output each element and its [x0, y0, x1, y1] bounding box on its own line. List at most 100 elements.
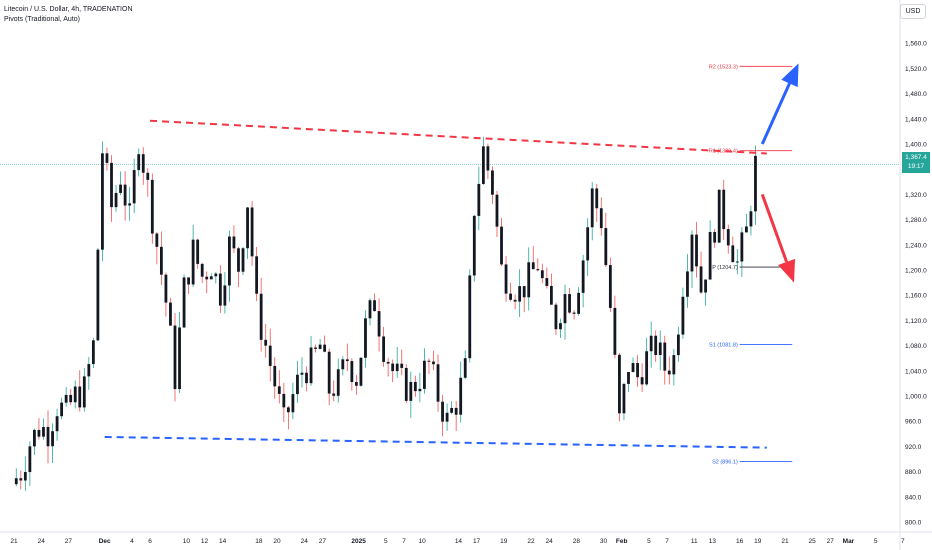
- candle-body: [522, 286, 526, 298]
- price-tick-label: 1,280.0: [905, 217, 927, 224]
- candle-body: [23, 472, 27, 481]
- support-trendline: [104, 435, 767, 449]
- candle-body: [173, 325, 177, 390]
- pivot-label-s2: S2 (896.1): [712, 459, 738, 465]
- candle-body: [608, 265, 612, 308]
- time-tick-label: 16: [736, 538, 744, 545]
- candle-body: [368, 300, 372, 319]
- time-tick-label: 20: [273, 538, 281, 545]
- last-price-tag: 1,367.4 19:17: [902, 152, 930, 173]
- bearish-arrow-shaft: [760, 193, 788, 263]
- candle-body: [214, 273, 218, 277]
- bearish-arrow-head: [778, 258, 796, 283]
- candle-body: [559, 323, 562, 330]
- candle-body: [282, 393, 286, 408]
- candle-body: [590, 188, 594, 228]
- candle-body: [155, 233, 159, 247]
- candle-body: [413, 381, 417, 392]
- pivot-label-s1: S1 (1081.8): [709, 342, 738, 348]
- candle-body: [187, 277, 190, 285]
- candle-body: [46, 426, 50, 447]
- candle-body: [595, 188, 599, 209]
- price-tick-label: 1,560.0: [905, 41, 927, 48]
- price-tick-label: 1,120.0: [905, 318, 927, 325]
- time-tick-label: Dec: [99, 538, 111, 545]
- time-tick-label: 27: [319, 538, 327, 545]
- candle-body: [228, 236, 231, 286]
- candle-body: [477, 183, 481, 216]
- candle-body: [436, 364, 440, 402]
- pivot-label-r2: R2 (1523.3): [709, 64, 738, 70]
- candle-body: [663, 342, 667, 371]
- price-tick-label: 960.0: [905, 419, 922, 426]
- candle-body: [432, 361, 435, 365]
- candle-body: [264, 339, 268, 346]
- candle-body: [459, 377, 463, 415]
- time-tick-label: 17: [473, 538, 481, 545]
- candle-body: [749, 211, 753, 227]
- candle-body: [291, 394, 295, 413]
- candle-body: [73, 386, 77, 403]
- indicator-title[interactable]: Pivots (Traditional, Auto): [4, 16, 80, 23]
- time-tick-label: 27: [827, 538, 835, 545]
- candle-body: [91, 340, 95, 365]
- candle-body: [296, 374, 299, 395]
- time-tick-label: 5: [384, 538, 388, 545]
- price-tick-label: 1,320.0: [905, 192, 927, 199]
- time-tick-label: 22: [527, 538, 535, 545]
- candle-body: [599, 208, 603, 229]
- candle-body: [622, 383, 626, 414]
- candle-body: [359, 357, 363, 386]
- candle-body: [341, 359, 345, 370]
- candle-body: [19, 478, 23, 481]
- candle-body: [395, 363, 399, 372]
- candle-body: [336, 369, 340, 396]
- candle-body: [540, 270, 544, 279]
- candle-body: [101, 153, 104, 250]
- currency-button[interactable]: USD: [900, 4, 926, 19]
- price-tick-label: 1,400.0: [905, 142, 927, 149]
- candle-body: [354, 382, 358, 386]
- candle-body: [400, 363, 404, 368]
- candle-body: [132, 170, 136, 204]
- candle-body: [64, 394, 68, 403]
- candle-body: [604, 228, 608, 266]
- candle-body: [409, 381, 413, 401]
- bullish-arrow-shaft: [760, 82, 791, 145]
- candle-body: [55, 416, 59, 432]
- candle-body: [200, 263, 204, 277]
- candle-body: [105, 153, 109, 163]
- candle-body: [704, 279, 707, 293]
- candle-body: [681, 296, 685, 335]
- candle-body: [423, 360, 426, 389]
- candle-body: [472, 215, 476, 276]
- time-tick-label: 4: [130, 538, 134, 545]
- candle-body: [191, 239, 195, 285]
- candle-body: [404, 367, 408, 401]
- candle-body: [513, 299, 517, 302]
- resistance-trendline: [149, 119, 767, 155]
- time-tick-label: 5: [647, 538, 651, 545]
- bullish-arrow-head: [781, 63, 799, 88]
- candle-body: [445, 412, 449, 422]
- candle-body: [51, 431, 54, 447]
- candle-body: [527, 262, 531, 298]
- candle-body: [37, 429, 41, 437]
- candle-body: [441, 401, 444, 422]
- candle-body: [531, 262, 535, 270]
- candle-body: [33, 429, 36, 447]
- symbol-title[interactable]: Litecoin / U.S. Dollar, 4h, TRADENATION: [4, 6, 133, 13]
- candle-body: [731, 245, 735, 263]
- candle-body: [672, 355, 676, 375]
- candle-body: [123, 184, 127, 206]
- price-tick-label: 1,040.0: [905, 368, 927, 375]
- candle-body: [60, 402, 64, 417]
- time-tick-label: 14: [219, 538, 227, 545]
- candle-body: [486, 146, 490, 171]
- candle-body: [232, 236, 236, 249]
- candle-body: [549, 285, 553, 305]
- candle-body: [345, 359, 349, 362]
- pivot-label-p: P (1204.7): [712, 265, 738, 271]
- chart-header: Litecoin / U.S. Dollar, 4h, TRADENATION …: [4, 5, 133, 25]
